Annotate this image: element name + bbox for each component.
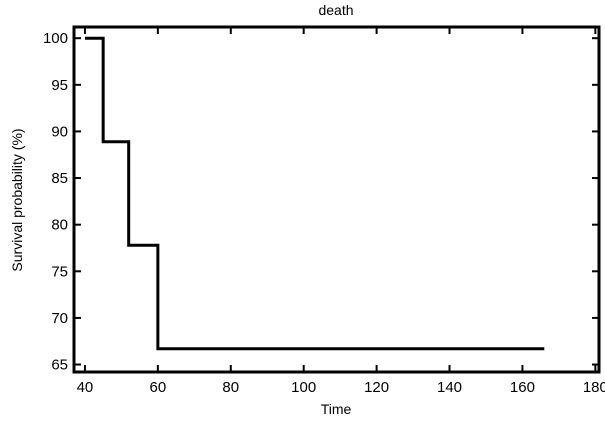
y-axis-ticks: 65 70 75 80 85 90 95 100 <box>43 30 599 374</box>
y-tick-label: 100 <box>43 30 68 47</box>
x-axis-title: Time <box>321 401 352 417</box>
survival-step-line <box>84 36 545 351</box>
y-tick-label: 75 <box>51 263 68 280</box>
x-tick-label: 80 <box>222 379 239 396</box>
y-axis-title: Survival probability (%) <box>9 128 25 271</box>
y-tick-label: 80 <box>51 217 68 234</box>
y-tick-label: 70 <box>51 310 68 327</box>
x-tick-label: 160 <box>510 379 535 396</box>
x-tick-label: 100 <box>291 379 316 396</box>
y-tick-label: 85 <box>51 170 68 187</box>
x-tick-label: 180 <box>583 379 605 396</box>
y-tick-label: 90 <box>51 123 68 140</box>
series-layer <box>84 36 545 351</box>
y-tick-label: 65 <box>51 357 68 374</box>
x-tick-label: 140 <box>437 379 462 396</box>
x-tick-label: 60 <box>150 379 167 396</box>
y-tick-label: 95 <box>51 77 68 94</box>
x-tick-label: 40 <box>77 379 94 396</box>
x-axis-ticks: 40 60 80 100 120 140 160 180 <box>77 27 605 396</box>
chart-title: death <box>318 2 353 18</box>
x-tick-label: 120 <box>364 379 389 396</box>
plot-area-frame <box>72 25 601 374</box>
